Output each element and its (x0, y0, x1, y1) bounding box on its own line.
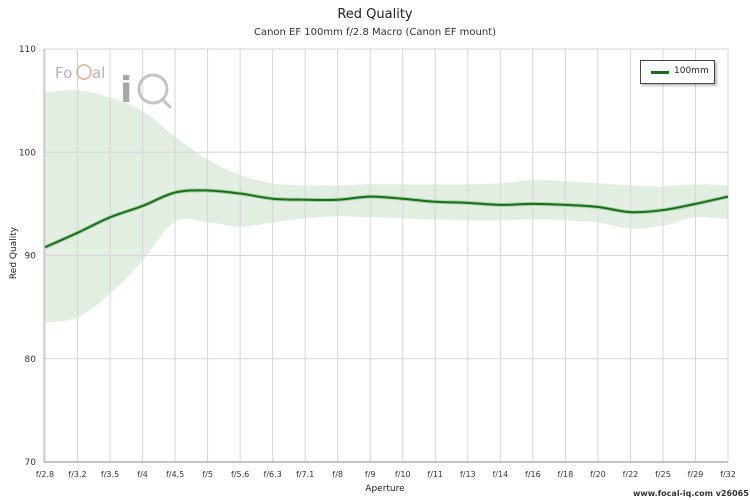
x-tick-label: f/22 (623, 470, 639, 479)
focal-iq-logo: Fo al i (55, 64, 173, 111)
x-tick-label: f/4.5 (166, 470, 184, 479)
chart-title: Red Quality (337, 7, 413, 22)
x-tick-label: f/16 (525, 470, 541, 479)
svg-text:Fo: Fo (55, 64, 72, 82)
x-tick-label: f/13 (460, 470, 476, 479)
x-tick-label: f/3.2 (68, 470, 86, 479)
legend-swatch-100mm (651, 71, 669, 74)
y-tick-label: 70 (25, 458, 37, 468)
x-tick-label: f/5 (202, 470, 213, 479)
y-tick-label: 110 (19, 45, 36, 55)
y-tick-label: 90 (25, 252, 37, 262)
x-tick-label: f/2.8 (36, 470, 54, 479)
x-tick-label: f/20 (590, 470, 606, 479)
chart-subtitle: Canon EF 100mm f/2.8 Macro (Canon EF mou… (253, 27, 497, 38)
x-tick-label: f/32 (720, 470, 736, 479)
svg-text:i: i (120, 70, 132, 111)
chart-legend: 100mm (640, 60, 715, 84)
x-tick-label: f/9 (365, 470, 376, 479)
x-tick-label: f/25 (655, 470, 671, 479)
watermark: www.focal-iq.com v26065 (633, 489, 749, 498)
x-tick-label: f/8 (332, 470, 343, 479)
x-tick-label: f/4 (137, 470, 148, 479)
x-tick-label: f/6.3 (264, 470, 282, 479)
x-tick-label: f/14 (492, 470, 508, 479)
legend-label-100mm: 100mm (674, 66, 709, 76)
svg-text:al: al (92, 64, 105, 82)
x-tick-label: f/29 (688, 470, 704, 479)
x-axis-label: Aperture (365, 484, 405, 494)
x-tick-label: f/11 (427, 470, 443, 479)
x-tick-label: f/18 (558, 470, 574, 479)
x-tick-label: f/5.6 (231, 470, 249, 479)
series-line-0 (44, 189, 729, 249)
y-tick-label: 80 (25, 355, 37, 365)
y-tick-label: 100 (19, 148, 36, 158)
x-tick-label: f/3.5 (101, 470, 119, 479)
x-tick-label: f/7.1 (296, 470, 314, 479)
x-tick-label: f/10 (395, 470, 411, 479)
confidence-band-0 (45, 90, 728, 323)
